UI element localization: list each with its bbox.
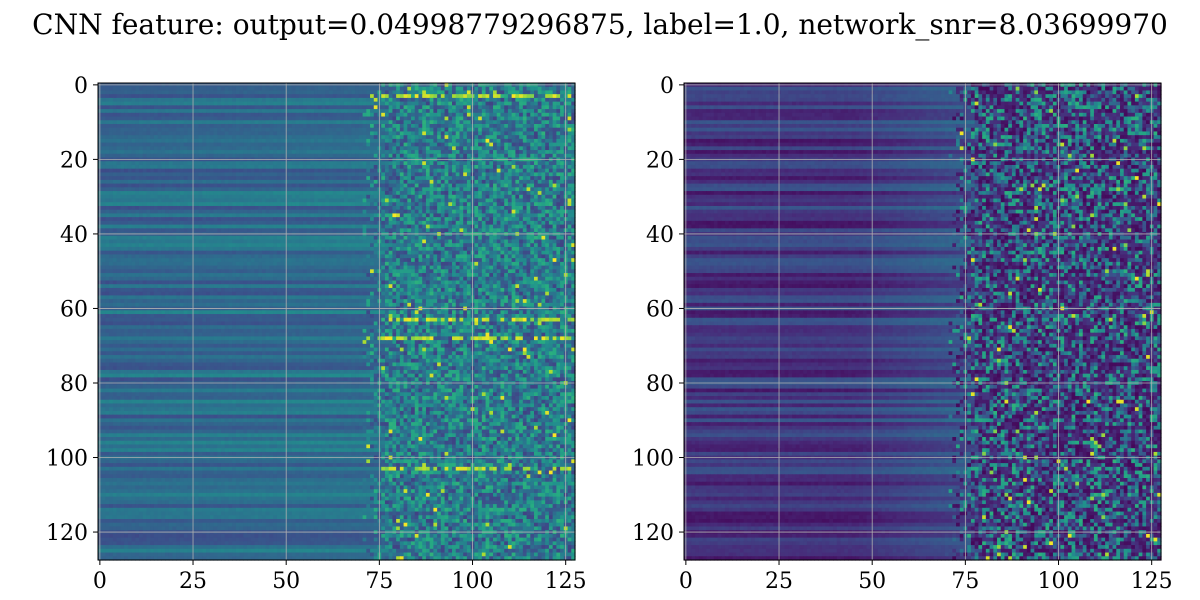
y-tick-label: 40 — [646, 223, 674, 248]
x-tick-label: 75 — [365, 569, 393, 594]
x-tick-label: 50 — [858, 569, 886, 594]
y-tick-label: 20 — [60, 148, 88, 173]
heatmap-panel-right: 0 25 50 75 100 125 0 20 40 60 80 100 120 — [632, 74, 1173, 594]
y-tick-label: 40 — [60, 223, 88, 248]
x-tick-label: 0 — [93, 569, 107, 594]
x-tick-label: 50 — [272, 569, 300, 594]
x-tick-label: 25 — [179, 569, 207, 594]
x-tick-label: 125 — [1131, 569, 1173, 594]
heatmap-image — [684, 83, 1162, 561]
x-tick-label: 0 — [679, 569, 693, 594]
x-tick-label: 100 — [1038, 569, 1080, 594]
y-tick-label: 60 — [60, 297, 88, 322]
x-tick-label: 75 — [951, 569, 979, 594]
figure-title: CNN feature: output=0.04998779296875, la… — [32, 8, 1168, 41]
x-tick-label: 125 — [545, 569, 587, 594]
y-tick-label: 20 — [646, 148, 674, 173]
y-tick-label: 60 — [646, 297, 674, 322]
y-tick-label: 100 — [632, 447, 674, 472]
y-tick-label: 0 — [74, 74, 88, 99]
y-tick-label: 0 — [660, 74, 674, 99]
y-tick-label: 80 — [60, 372, 88, 397]
y-tick-label: 120 — [632, 521, 674, 546]
heatmap-image — [98, 83, 576, 561]
x-tick-label: 100 — [452, 569, 494, 594]
y-tick-label: 100 — [46, 447, 88, 472]
heatmap-panel-left: 0 25 50 75 100 125 0 20 40 60 80 100 120 — [46, 74, 587, 594]
x-tick-label: 25 — [765, 569, 793, 594]
y-tick-label: 80 — [646, 372, 674, 397]
y-tick-label: 120 — [46, 521, 88, 546]
